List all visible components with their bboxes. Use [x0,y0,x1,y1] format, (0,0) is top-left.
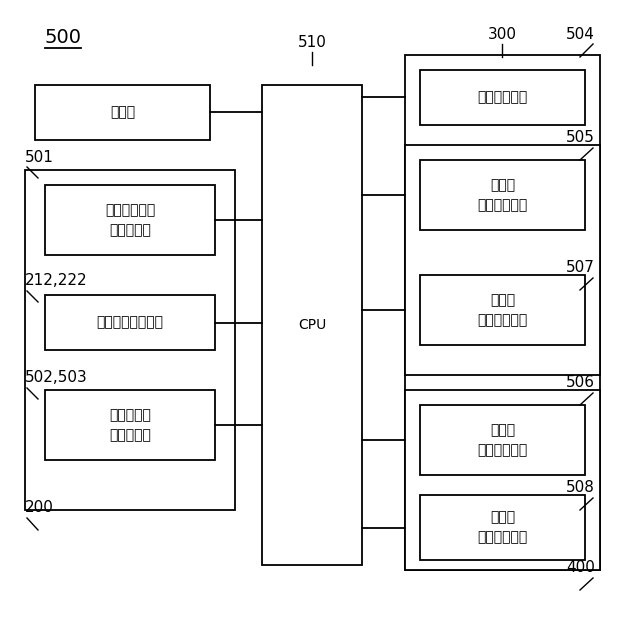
Text: 上下駆動機構: 上下駆動機構 [477,198,527,212]
Bar [45,185,215,255]
Bar [405,55,600,570]
Text: CPU: CPU [298,318,326,332]
Text: 上下駆動機構: 上下駆動機構 [477,443,527,457]
Bar [420,495,585,560]
Text: 502,503: 502,503 [25,370,88,385]
Text: 第２の: 第２の [490,423,515,437]
Text: 501: 501 [25,150,54,165]
Text: 504: 504 [566,27,595,42]
Text: 積層ドラム用: 積層ドラム用 [105,203,155,217]
Bar [420,70,585,125]
Text: 第２の: 第２の [490,510,515,525]
Text: 往復駆動機構: 往復駆動機構 [477,91,527,105]
Bar [262,85,362,565]
Text: 200: 200 [25,500,54,515]
Text: 電力供給機構: 電力供給機構 [477,530,527,544]
Text: 510: 510 [297,35,327,50]
Text: タイミングローラ: タイミングローラ [96,316,164,329]
Bar [35,85,210,140]
Text: 505: 505 [566,130,595,145]
Text: 507: 507 [566,260,595,275]
Bar [420,275,585,345]
Text: 300: 300 [488,27,516,42]
Text: 508: 508 [566,480,595,495]
Text: 500: 500 [45,28,82,47]
Bar [405,390,600,570]
Bar [420,405,585,475]
Bar [45,390,215,460]
Text: 駆動モータ: 駆動モータ [109,428,151,442]
Bar [45,295,215,350]
Text: 506: 506 [566,375,595,390]
Text: 電力供給機構: 電力供給機構 [477,313,527,327]
Text: 212,222: 212,222 [25,273,88,288]
Text: コンベア用: コンベア用 [109,408,151,422]
Text: 駆動モータ: 駆動モータ [109,223,151,237]
Bar [420,160,585,230]
Bar [25,170,235,510]
Text: 400: 400 [566,560,595,575]
Text: センサ: センサ [110,105,135,120]
Text: 第１の: 第１の [490,293,515,307]
Text: 第１の: 第１の [490,178,515,192]
Bar [405,145,600,375]
